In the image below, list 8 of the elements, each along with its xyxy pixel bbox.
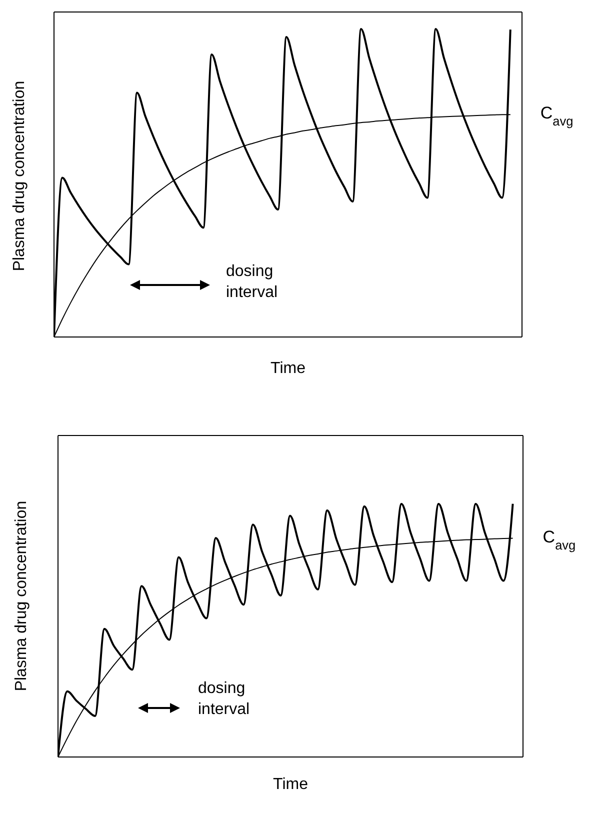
x-axis-title: Time [273, 776, 308, 794]
text: C$_{avg}$ [542, 528, 576, 552]
x-axis-title: Time [270, 360, 306, 378]
annotation: dosing interval [198, 679, 251, 720]
y-axis-title: Plasma drug concentration [13, 500, 31, 692]
annotation: dosing interval [226, 262, 279, 303]
text: C$_{avg}$ [540, 104, 574, 128]
y-axis-title: Plasma drug concentration [11, 80, 29, 272]
